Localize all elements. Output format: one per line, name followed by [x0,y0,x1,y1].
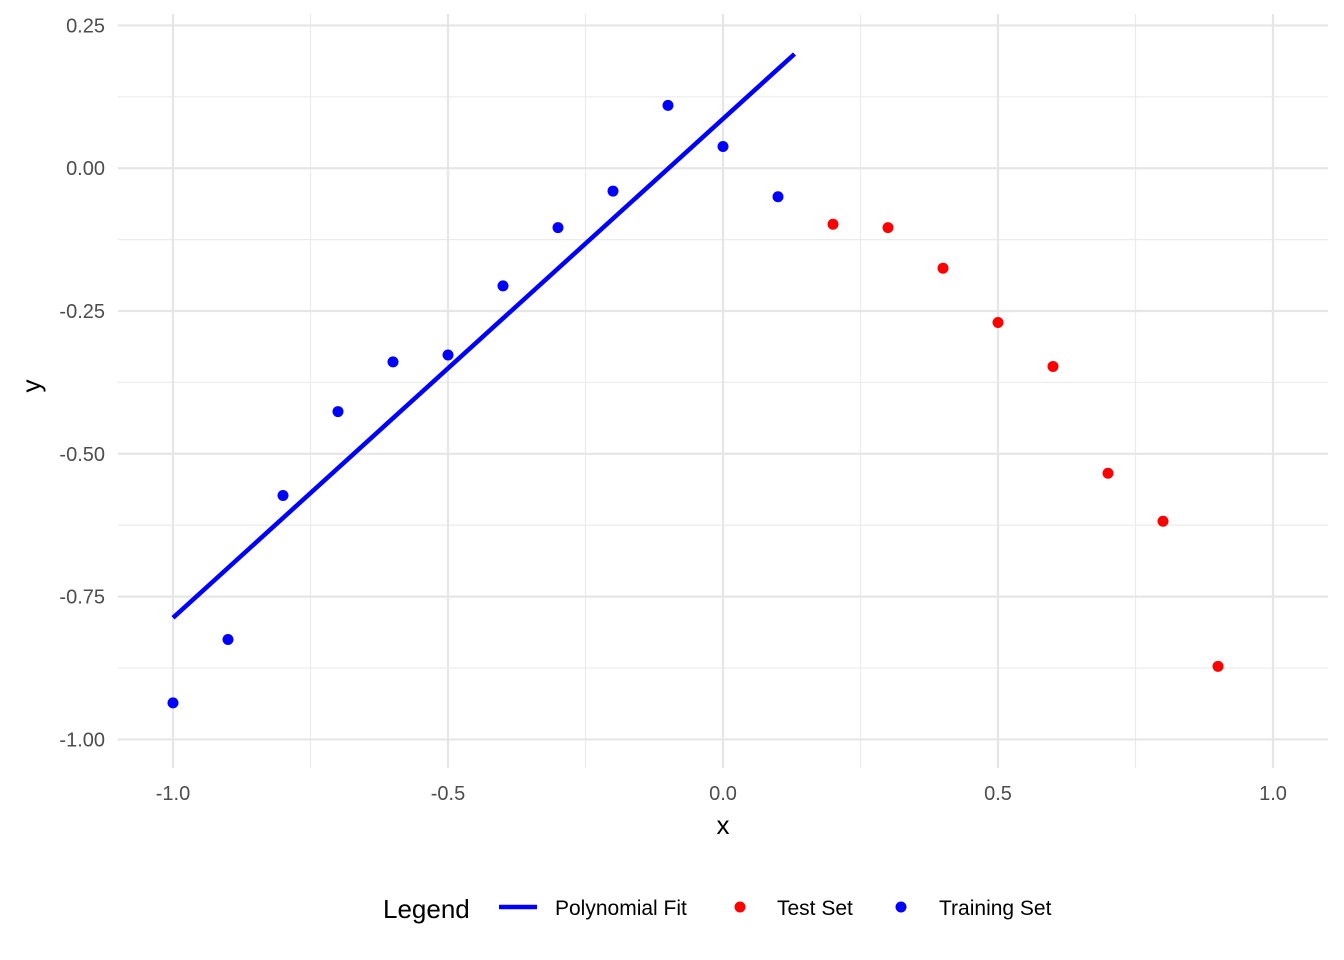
training-set-point [772,191,784,203]
training-set-point [717,141,729,153]
y-tick-label: 0.00 [66,158,105,180]
y-tick-label: -0.75 [59,587,105,609]
training-set-point [442,349,454,361]
legend-label-polynomial-fit: Polynomial Fit [555,897,687,920]
legend-label-test-set: Test Set [777,897,853,920]
legend-key-test-set [734,901,746,913]
x-axis-tick-labels: -1.0 -0.5 0.0 0.5 1.0 [156,783,1287,805]
legend-label-training-set: Training Set [939,897,1052,920]
training-set-point [167,697,179,709]
plot-marks [167,52,1224,709]
training-set-point [552,222,564,234]
training-set-point [332,406,344,418]
y-tick-label: 0.25 [66,15,105,37]
test-set-point [1102,467,1114,479]
test-set-point [1212,660,1224,672]
x-tick-label: -1.0 [156,783,190,805]
x-tick-label: 0.0 [709,783,737,805]
y-tick-label: -0.25 [59,301,105,323]
fit-line [171,52,797,620]
x-tick-label: 0.5 [984,783,1012,805]
test-set-point [827,218,839,230]
test-set-point [1157,515,1169,527]
y-axis-tick-labels: 0.25 0.00 -0.25 -0.50 -0.75 -1.00 [59,15,105,751]
training-set-point [662,99,674,111]
training-set-point [277,490,289,502]
test-set-point [1047,360,1059,372]
training-set-point [607,185,619,197]
legend-key-training-set [895,901,907,913]
training-set-point [387,356,399,368]
training-set-point [222,633,234,645]
legend: Legend Polynomial Fit Test Set Training … [383,894,1052,924]
x-axis-title: x [717,810,730,840]
x-tick-label: -0.5 [431,783,465,805]
y-tick-label: -0.50 [59,444,105,466]
y-axis-title: y [16,380,46,393]
test-set-point [882,222,894,234]
test-set-point [937,262,949,274]
legend-title: Legend [383,894,470,924]
major-gridlines [118,14,1328,768]
training-set-point [497,280,509,292]
test-set-point [992,316,1004,328]
x-tick-label: 1.0 [1259,783,1287,805]
y-tick-label: -1.00 [59,729,105,751]
